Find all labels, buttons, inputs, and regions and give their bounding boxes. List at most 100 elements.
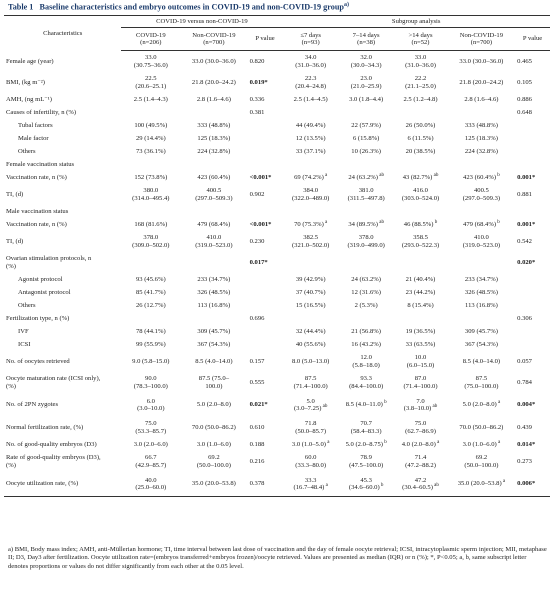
table-cell: 33.0 (30.75–36.0) [133,54,168,69]
significance-superscript: b [433,219,438,225]
table-cell: 125 (18.3%) [464,134,498,142]
table-cell: 40.0 (25.0–60.0) [121,472,181,497]
significance-superscript: ab [432,172,439,178]
row-label: Female vaccination status [6,160,75,168]
table-cell [515,273,550,286]
table-cell: 2.8 (1.6–4.6) [464,95,499,103]
table-row: Female vaccination status [4,158,550,171]
table-cell: 333 (48.8%) [197,121,231,129]
significance-superscript: ab [431,403,438,409]
table-cell: 6 (15.8%) [352,134,380,142]
table-cell [393,252,447,273]
table-cell [515,325,550,338]
row-label: No. of good-quality embryos (D3) [6,440,97,448]
table-cell [248,286,283,299]
table-cell [282,158,339,171]
table-cell: 152 (73.8%) [134,173,168,181]
row-label: Antagonist protocol [18,288,71,296]
table-cell: 10 (26.3%) [351,147,381,155]
table-cell [282,252,339,273]
table-cell: 22.2 (21.1–25.0) [405,75,436,90]
table-row: Vaccination rate, n (%) 152 (73.8%) 423 (6… [4,171,550,184]
table-cell [248,119,283,132]
table-cell: 367 (54.3%) [464,340,498,348]
table-cell: 22 (57.9%) [351,121,381,129]
table-cell: 24 (63.2%) ab [348,172,384,181]
table-cell [515,205,550,218]
table-cell: 5.0 (3.0–7.25) ab [293,397,328,412]
significance-superscript: b [379,482,384,488]
table-cell: 32 (44.4%) [295,327,326,335]
table-cell [339,158,393,171]
significance-superscript: a [325,439,330,445]
table-cell: 0.057 [517,357,532,365]
table-cell: 20 (38.5%) [405,147,436,155]
row-label: Others [18,301,36,309]
table-cell: 40 (55.6%) [295,340,326,348]
table-row: No. of oocytes retrieved 9.0 (5.8–15.0) 8.… [4,351,550,372]
table-cell: 19 (36.5%) [405,327,436,335]
table-cell: 224 (32.8%) [464,147,498,155]
table-cell: 8.5 (4.0–14.0) [195,357,233,365]
table-cell: 378.0 (319.0–499.0) [347,234,385,249]
table-cell [180,205,247,218]
table-cell: 33.0 (30.0–36.0) [459,57,504,65]
significance-superscript: ab [377,172,384,178]
significance-superscript: b [496,219,500,225]
table-cell: 21.8 (20.0–24.2) [459,78,504,86]
table-cell: 39 (42.9%) [295,275,326,283]
table-cell [393,312,447,325]
row-label: AMH, (ng mL⁻¹) [6,95,52,103]
table-cell: 8.0 (5.0–13.0) [291,357,330,365]
table-row: Ovarian stimulation protocols, n (%) 0.017… [4,252,550,273]
header-group-covid-vs-non: COVID-19 versus non-COVID-19 [121,15,283,28]
table-cell: 70.0 (50.0–86.2) [191,423,236,431]
table-cell: 69.2 (50.0–100.0) [196,454,231,469]
row-label: Oocyte maturation rate (ICSI only), (%) [6,375,101,390]
table-cell: 10.0 (6.0–15.0) [406,354,435,369]
table-cell: 100 (49.5%) [134,121,168,129]
table-cell: 6.0 (3.0–10.0) [137,397,165,412]
table-cell [248,158,283,171]
table-cell [515,338,550,351]
significance-superscript: ab [321,403,328,409]
table-cell [515,145,550,158]
row-label: Ovarian stimulation protocols, n (%) [6,255,92,270]
table-cell [248,132,283,145]
significance-superscript: a [496,439,501,445]
table-row: IVF 78 (44.1%) 309 (45.7%) 32 (44.4%) 21 (56… [4,325,550,338]
row-label: Female age (year) [6,57,54,65]
row-label: Vaccination rate, n (%) [6,220,67,228]
table-cell: 326 (48.5%) [464,288,498,296]
table-cell: 0.336 [249,95,265,103]
column-header: Non-COVID-19 (n=700) [180,27,248,51]
row-label: Oocyte utilization rate, (%) [4,472,122,497]
table-cell: 70 (75.3%) a [294,219,328,228]
header-group-subgroup: Subgroup analysis [282,15,550,28]
row-label: Fertilization type, n (%) [6,314,70,322]
table-cell: 45.3 (34.6–60.0) b [338,472,394,497]
table-row: Normal fertilization rate, (%) 75.0 (53.3–… [4,417,550,438]
table-cell [248,325,283,338]
table-cell [448,158,515,171]
table-cell: 0.216 [249,457,265,465]
table-cell: 309 (45.7%) [464,327,498,335]
row-label: IVF [18,327,29,335]
row-label: Normal fertilization rate, (%) [6,423,84,431]
table-cell: 93.3 (84.4–100.0) [349,375,384,390]
table-cell: 3.0 (1.0–6.0) a [462,439,501,448]
table-row: ICSI 99 (55.9%) 367 (54.3%) 40 (55.6%) 16 (4… [4,338,550,351]
table-cell: 69.2 (50.0–100.0) [464,454,499,469]
table-cell: 87.5 (75.0– 100.0) [198,375,229,390]
table-cell: 23 (44.2%) [405,288,436,296]
table-row: Male vaccination status [4,205,550,218]
table-cell: 0.105 [517,78,532,86]
table-row: Rate of good-quality embryos (D3), (%) 66.… [4,451,550,472]
row-label: Vaccination rate, n (%) [6,173,67,181]
table-cell: 6 (11.5%) [407,134,434,142]
table-cell: 3.0 (2.0–6.0) [133,440,168,448]
table-cell: 326 (48.5%) [197,288,231,296]
row-label: Others [18,147,36,155]
table-cell: 66.7 (42.9–85.7) [135,454,167,469]
table-cell: 8.5 (4.0–14.0) [462,357,501,365]
